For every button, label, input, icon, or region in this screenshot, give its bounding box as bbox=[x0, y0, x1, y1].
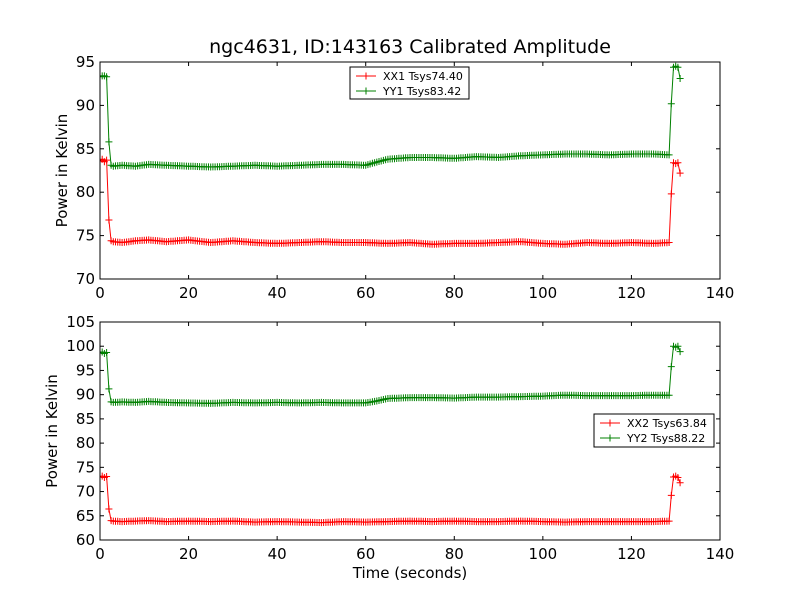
data-point-marker bbox=[103, 349, 111, 356]
y-tick-label: 80 bbox=[76, 434, 95, 452]
chart-title: ngc4631, ID:143163 Calibrated Amplitude bbox=[209, 36, 611, 58]
series-2 bbox=[100, 62, 684, 171]
legend-swatch-marker bbox=[606, 434, 614, 442]
x-tick-label: 20 bbox=[179, 545, 198, 563]
data-point-marker bbox=[667, 491, 675, 499]
data-point-marker bbox=[105, 138, 113, 146]
series-1 bbox=[100, 155, 684, 248]
x-tick-label: 140 bbox=[706, 284, 735, 302]
x-tick-label: 100 bbox=[529, 284, 558, 302]
data-point-marker bbox=[665, 517, 673, 525]
data-point-marker bbox=[665, 151, 673, 159]
x-tick-label: 120 bbox=[617, 545, 646, 563]
x-tick-label: 80 bbox=[445, 284, 464, 302]
data-point-marker bbox=[674, 342, 682, 350]
x-tick-label: 140 bbox=[706, 545, 735, 563]
y-tick-label: 85 bbox=[76, 140, 95, 158]
data-point-marker bbox=[665, 239, 673, 246]
legend-entry-label: XX1 Tsys74.40 bbox=[383, 70, 463, 83]
legend-entry-label: YY2 Tsys88.22 bbox=[626, 432, 705, 445]
x-tick-label: 0 bbox=[95, 545, 105, 563]
data-point-marker bbox=[674, 474, 682, 481]
legend-entry-label: XX2 Tsys63.84 bbox=[627, 417, 707, 430]
y-tick-label: 75 bbox=[76, 458, 95, 476]
data-point-marker bbox=[676, 479, 684, 487]
data-point-marker bbox=[667, 190, 675, 198]
data-point-marker bbox=[105, 216, 113, 224]
data-point-marker bbox=[667, 363, 675, 371]
series-1 bbox=[100, 472, 684, 527]
top-panel: 0 20 40 60 80 100 120 140 70 75 80 85 90 95 Power in K… bbox=[53, 53, 734, 302]
y-axis-label: Power in Kelvin bbox=[53, 114, 71, 228]
x-tick-label: 40 bbox=[268, 284, 287, 302]
y-tick-label: 70 bbox=[76, 270, 95, 288]
y-tick-label: 95 bbox=[76, 53, 95, 71]
x-tick-label: 80 bbox=[445, 545, 464, 563]
legend-box bbox=[349, 66, 470, 100]
legend-swatch-marker bbox=[606, 419, 614, 427]
bottom-panel: 0 20 40 60 80 100 120 140 60 65 70 75 80 85 90 95 100 105… bbox=[43, 313, 734, 563]
x-tick-label: 0 bbox=[95, 284, 105, 302]
plot-area bbox=[100, 62, 684, 248]
legend-swatch-marker bbox=[362, 87, 370, 95]
y-tick-label: 65 bbox=[76, 507, 95, 525]
data-point-marker bbox=[676, 348, 684, 356]
data-point-marker bbox=[105, 385, 113, 393]
series-2 bbox=[100, 342, 684, 407]
legend-box bbox=[593, 413, 715, 448]
x-tick-label: 100 bbox=[529, 545, 558, 563]
y-tick-label: 100 bbox=[66, 337, 95, 355]
x-tick-label: 40 bbox=[268, 545, 287, 563]
x-tick-label: 60 bbox=[356, 545, 375, 563]
legend-entry-label: YY1 Tsys83.42 bbox=[382, 85, 461, 98]
legend-swatch-marker bbox=[362, 72, 370, 80]
legend: XX2 Tsys63.84 YY2 Tsys88.22 bbox=[593, 413, 715, 448]
y-tick-label: 75 bbox=[76, 227, 95, 245]
y-tick-label: 90 bbox=[76, 386, 95, 404]
x-tick-label: 20 bbox=[179, 284, 198, 302]
y-tick-label: 105 bbox=[66, 313, 95, 331]
axes-frame bbox=[99, 61, 721, 280]
data-point-marker bbox=[103, 156, 111, 164]
data-point-marker bbox=[105, 505, 113, 513]
data-point-marker bbox=[674, 159, 682, 167]
x-axis-label: Time (seconds) bbox=[352, 564, 468, 582]
data-point-marker bbox=[676, 75, 684, 82]
y-tick-label: 85 bbox=[76, 410, 95, 428]
axes-frame bbox=[99, 321, 721, 541]
y-axis-label: Power in Kelvin bbox=[43, 374, 61, 488]
y-tick-label: 90 bbox=[76, 96, 95, 114]
y-tick-label: 80 bbox=[76, 183, 95, 201]
x-tick-label: 120 bbox=[617, 284, 646, 302]
data-point-marker bbox=[674, 63, 682, 71]
legend: XX1 Tsys74.40 YY1 Tsys83.42 bbox=[349, 66, 470, 100]
data-point-marker bbox=[667, 100, 675, 108]
data-point-marker bbox=[676, 169, 684, 177]
data-point-marker bbox=[103, 73, 111, 81]
plot-area bbox=[100, 342, 684, 527]
x-tick-label: 60 bbox=[356, 284, 375, 302]
data-point-marker bbox=[665, 391, 673, 399]
data-point-marker bbox=[103, 473, 111, 480]
y-tick-label: 70 bbox=[76, 483, 95, 501]
y-tick-label: 95 bbox=[76, 361, 95, 379]
y-tick-label: 60 bbox=[76, 531, 95, 549]
